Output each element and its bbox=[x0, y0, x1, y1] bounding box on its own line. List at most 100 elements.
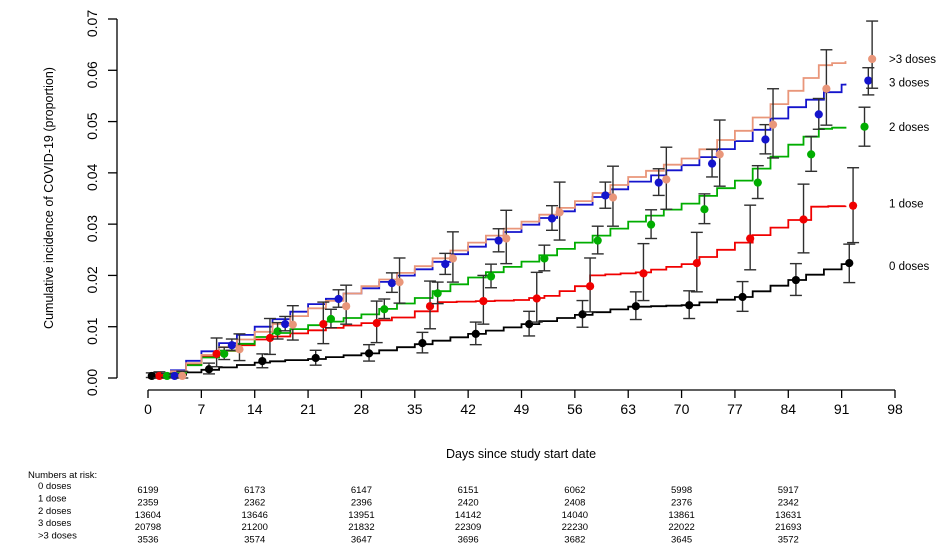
risk-value: 13646 bbox=[242, 510, 268, 521]
risk-value: 6151 bbox=[458, 485, 479, 496]
point-estimate-1-dose bbox=[479, 296, 488, 306]
risk-value: 3574 bbox=[244, 535, 265, 546]
point-estimate-1-dose bbox=[692, 259, 701, 268]
risk-value: 22309 bbox=[455, 522, 481, 533]
point-estimate->3-doses bbox=[342, 302, 351, 311]
point-estimate->3-doses bbox=[288, 320, 297, 329]
legend-item: 0 doses bbox=[889, 261, 930, 273]
point-estimate->3-doses bbox=[662, 175, 671, 184]
x-tick-label: 84 bbox=[780, 401, 796, 417]
risk-value: 2408 bbox=[564, 497, 585, 508]
risk-value: 3645 bbox=[671, 535, 692, 546]
x-tick-label: 21 bbox=[300, 401, 316, 417]
point-estimate-0-doses bbox=[258, 356, 267, 366]
x-axis-title: Days since study start date bbox=[446, 447, 596, 461]
point-estimate-2-doses bbox=[807, 150, 816, 159]
point-estimate-1-dose bbox=[639, 269, 648, 278]
x-tick-label: 77 bbox=[727, 401, 743, 417]
x-tick-label: 28 bbox=[354, 401, 370, 417]
curve-3-doses bbox=[148, 83, 847, 379]
x-tick-label: 14 bbox=[247, 401, 263, 417]
curve-0-doses bbox=[148, 263, 847, 379]
point-estimate-0-doses bbox=[525, 320, 534, 329]
point-estimate-1-dose bbox=[532, 294, 541, 303]
point-estimate-0-doses bbox=[845, 259, 854, 268]
point-estimates-with-error-bars bbox=[145, 20, 879, 381]
numbers-at-risk-table: 0 doses 6199 6173 6147 6151 6062 5998 5917 1 dos… bbox=[38, 481, 801, 546]
y-axis-title: Cumulative incidence of COVID-19 (propor… bbox=[42, 67, 56, 329]
risk-value: 13631 bbox=[775, 510, 801, 521]
risk-value: 2362 bbox=[244, 497, 265, 508]
point-estimate->3-doses bbox=[608, 193, 618, 202]
point-estimate-1-dose bbox=[212, 349, 221, 358]
point-estimate-0-doses bbox=[685, 301, 694, 310]
x-tick-label: 70 bbox=[674, 401, 690, 417]
point-estimate-3-doses bbox=[281, 320, 290, 329]
risk-value: 2359 bbox=[137, 497, 158, 508]
point-estimate-0-doses bbox=[791, 275, 801, 285]
risk-value: 2342 bbox=[778, 497, 799, 508]
legend-item: 3 doses bbox=[889, 78, 930, 90]
point-estimate-1-dose bbox=[799, 215, 808, 224]
point-estimate-2-doses bbox=[162, 371, 172, 381]
point-estimate-1-dose bbox=[746, 234, 755, 243]
point-estimate-2-doses bbox=[273, 327, 282, 336]
x-tick-label: 0 bbox=[144, 401, 152, 417]
point-estimate-1-dose bbox=[265, 333, 275, 343]
axes: 0.00 0.01 0.02 0.03 0.04 0.05 0.06 0.07 0 7 14 21 28… bbox=[84, 10, 903, 417]
point-estimate-0-doses bbox=[147, 371, 156, 381]
point-estimate-2-doses bbox=[486, 272, 496, 281]
x-tick-label: 35 bbox=[407, 401, 423, 417]
risk-value: 14142 bbox=[455, 510, 481, 521]
point-estimate-1-dose bbox=[372, 319, 381, 328]
point-estimate->3-doses bbox=[768, 120, 778, 129]
y-tick-label: 0.04 bbox=[84, 164, 100, 191]
point-estimate-3-doses bbox=[761, 135, 770, 144]
point-estimate-3-doses bbox=[170, 371, 179, 381]
risk-value: 5917 bbox=[778, 485, 799, 496]
point-estimate-2-doses bbox=[220, 349, 229, 358]
point-estimate-3-doses bbox=[547, 214, 557, 223]
x-tick-label: 56 bbox=[567, 401, 583, 417]
x-tick-label: 91 bbox=[834, 401, 850, 417]
point-estimate-3-doses bbox=[387, 279, 397, 288]
risk-value: 20798 bbox=[135, 522, 161, 533]
risk-value: 2420 bbox=[458, 497, 479, 508]
risk-value: 22230 bbox=[562, 522, 588, 533]
point-estimate-2-doses bbox=[753, 178, 762, 187]
point-estimate->3-doses bbox=[448, 254, 457, 263]
point-estimate-2-doses bbox=[593, 236, 602, 245]
y-tick-label: 0.07 bbox=[84, 10, 100, 37]
risk-row-label: 3 doses bbox=[38, 518, 72, 529]
y-tick-label: 0.01 bbox=[84, 317, 100, 344]
risk-value: 2396 bbox=[351, 497, 372, 508]
point-estimate-3-doses bbox=[654, 178, 663, 187]
risk-value: 3682 bbox=[564, 535, 585, 546]
risk-value: 13604 bbox=[135, 510, 161, 521]
x-tick-label: 42 bbox=[460, 401, 476, 417]
risk-row-label: 1 dose bbox=[38, 493, 67, 504]
point-estimate-2-doses bbox=[433, 289, 442, 298]
curve-1-dose bbox=[148, 205, 847, 379]
point-estimate-2-doses bbox=[860, 122, 869, 131]
legend-item: 1 dose bbox=[889, 199, 924, 211]
point-estimate-0-doses bbox=[631, 302, 640, 311]
point-estimate-2-doses bbox=[646, 220, 656, 229]
step-curves bbox=[148, 61, 847, 379]
x-tick-label: 63 bbox=[620, 401, 636, 417]
point-estimate->3-doses bbox=[555, 208, 564, 217]
risk-value: 6173 bbox=[244, 485, 265, 496]
x-tick-label: 98 bbox=[887, 401, 903, 417]
point-estimate-0-doses bbox=[311, 353, 320, 363]
point-estimate-0-doses bbox=[471, 329, 480, 338]
point-estimate-3-doses bbox=[334, 294, 343, 304]
risk-value: 21200 bbox=[242, 522, 268, 533]
risk-value: 3647 bbox=[351, 535, 372, 546]
y-tick-label: 0.06 bbox=[84, 61, 100, 88]
point-estimate->3-doses bbox=[395, 277, 404, 287]
risk-value: 21832 bbox=[348, 522, 374, 533]
risk-value: 6199 bbox=[137, 485, 158, 496]
risk-value: 21693 bbox=[775, 522, 801, 533]
risk-value: 5998 bbox=[671, 485, 692, 496]
